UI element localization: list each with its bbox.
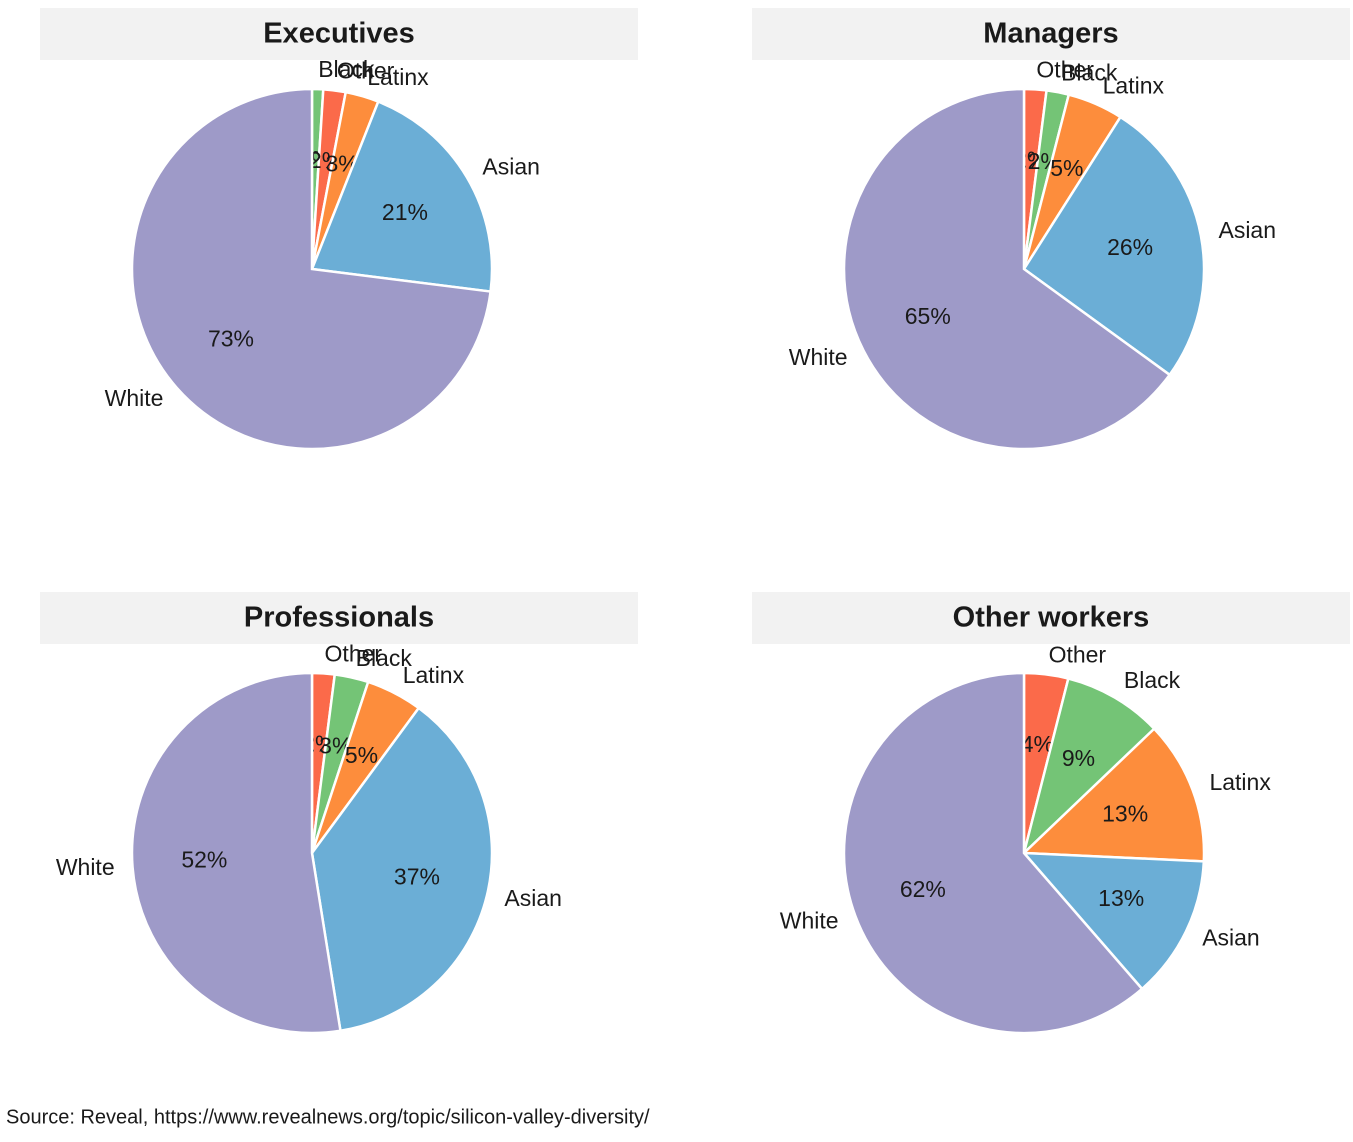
pie-slice [842, 87, 1172, 451]
slice-label: Black [318, 56, 375, 82]
slice-label: Latinx [367, 64, 429, 90]
slice-label: Black [1061, 60, 1118, 86]
chart-title: Professionals [244, 602, 434, 634]
pie-slice [842, 671, 1144, 1035]
slice-percent: 9% [1062, 745, 1095, 771]
slice-label: Asian [504, 885, 562, 911]
title-box [752, 592, 1350, 644]
slice-label: Other [1036, 56, 1094, 82]
pie-slice [130, 87, 492, 451]
slice-label: Latinx [1209, 769, 1271, 795]
slice-label: Black [1124, 667, 1181, 693]
pie-slice [1021, 851, 1206, 991]
slice-percent: 13% [1098, 885, 1144, 911]
slice-label: Other [325, 640, 383, 666]
title-box [40, 8, 638, 60]
source-note: Source: Reveal, https://www.revealnews.o… [6, 1106, 650, 1128]
slice-label: Asian [1218, 217, 1276, 243]
slice-percent: 73% [208, 325, 254, 351]
slice-percent: 62% [900, 876, 946, 902]
slice-percent: 26% [1107, 234, 1153, 260]
pie-slice [1022, 115, 1206, 377]
slice-label: Latinx [1103, 72, 1165, 98]
slice-label: Other [337, 58, 395, 84]
chart-title: Other workers [953, 602, 1150, 634]
pie-slice [1021, 677, 1156, 857]
slice-label: White [56, 854, 115, 880]
slice-label: Asian [1202, 924, 1260, 950]
title-box [752, 8, 1350, 60]
slice-percent: 13% [1102, 800, 1148, 826]
slice-label: White [780, 907, 839, 933]
slice-label: Other [1049, 642, 1107, 668]
slice-label: Latinx [403, 662, 465, 688]
pie-slice [310, 100, 494, 293]
slice-label: White [105, 385, 164, 411]
slice-percent: 5% [1050, 155, 1083, 181]
slice-percent: 52% [181, 847, 227, 873]
slice-label: Black [356, 645, 413, 671]
slice-label: White [789, 344, 848, 370]
title-box [40, 592, 638, 644]
slice-percent: 21% [382, 199, 428, 225]
chart-title: Managers [983, 18, 1118, 50]
slice-percent: 5% [345, 742, 378, 768]
slice-percent: 37% [394, 864, 440, 890]
slice-percent: 65% [905, 303, 951, 329]
pie-slice [130, 671, 342, 1035]
pie-slice [1021, 726, 1206, 863]
slice-label: Asian [482, 153, 540, 179]
chart-title: Executives [263, 18, 415, 50]
pie-slice [310, 706, 494, 1033]
